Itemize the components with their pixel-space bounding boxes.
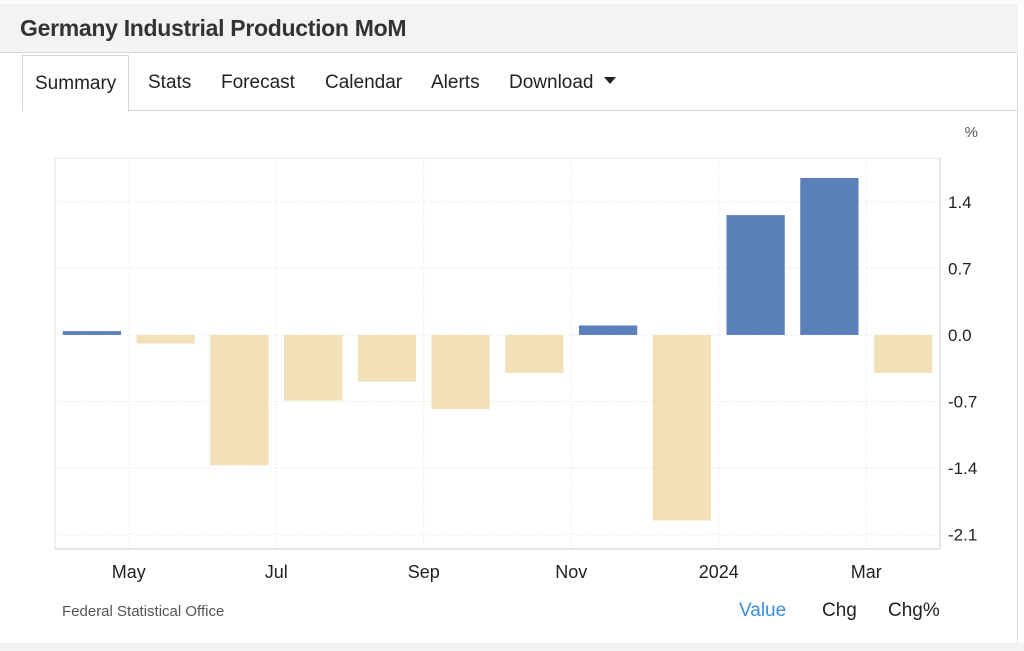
axis-layer	[54, 157, 941, 550]
page-title: Germany Industrial Production MoM	[20, 15, 407, 41]
chg-link[interactable]: Chg	[822, 600, 857, 621]
tab-calendar[interactable]: Calendar	[325, 55, 402, 111]
bar	[62, 331, 122, 335]
y-tick-labels: 1.4 0.7 0.0 -0.7 -1.4 -2.1	[948, 193, 977, 545]
tab-alerts[interactable]: Alerts	[431, 55, 480, 111]
x-tick-label: Mar	[851, 562, 882, 582]
tab-download[interactable]: Download	[509, 55, 616, 111]
y-tick-label: -2.1	[948, 526, 977, 545]
tab-forecast[interactable]: Forecast	[221, 55, 295, 111]
bar	[357, 334, 417, 382]
chevron-down-icon	[603, 77, 616, 85]
x-tick-label: Jul	[265, 562, 288, 582]
tab-download-label: Download	[509, 72, 594, 93]
x-tick-labels: May Jul Sep Nov 2024 Mar	[112, 562, 882, 582]
bars-layer	[62, 177, 933, 521]
tab-calendar-label: Calendar	[325, 72, 403, 93]
bar	[726, 215, 785, 335]
x-tick-label: May	[112, 562, 146, 582]
y-tick-label: -1.4	[948, 459, 977, 478]
tab-stats-label: Stats	[148, 72, 192, 93]
y-tick-label: 0.0	[948, 326, 972, 345]
bar	[283, 334, 343, 401]
x-tick-label: Nov	[555, 562, 587, 582]
bar	[505, 334, 564, 374]
source-label: Federal Statistical Office	[62, 603, 225, 620]
bar	[652, 334, 712, 521]
bar	[873, 334, 933, 374]
chart-area: % 1.4 0.7 0.0 -0.7 -1.4 -2.1 May Jul Sep Nov 2024…	[0, 112, 1018, 602]
tab-forecast-label: Forecast	[221, 72, 295, 93]
x-tick-label: 2024	[699, 562, 739, 582]
bar	[136, 334, 195, 344]
tab-bar: Summary Stats Forecast Calendar Alerts D…	[22, 55, 1018, 112]
tab-stats[interactable]: Stats	[148, 55, 191, 111]
tab-alerts-label: Alerts	[431, 72, 480, 93]
chg-percent-link[interactable]: Chg%	[888, 600, 940, 621]
right-border	[1017, 53, 1018, 643]
bar-chart: % 1.4 0.7 0.0 -0.7 -1.4 -2.1 May Jul Sep Nov 2024…	[54, 124, 978, 582]
bottom-strip	[0, 643, 1024, 651]
bar	[800, 177, 859, 335]
grid-layer	[55, 158, 940, 549]
tab-summary-label: Summary	[35, 73, 117, 94]
value-link[interactable]: Value	[739, 600, 787, 621]
y-tick-label: 0.7	[948, 259, 972, 278]
top-strip	[0, 0, 1024, 4]
bar	[578, 325, 638, 335]
bar	[431, 334, 490, 410]
x-tick-label: Sep	[408, 562, 440, 582]
bar	[210, 334, 269, 466]
tab-summary[interactable]: Summary	[22, 55, 130, 112]
page-header: Germany Industrial Production MoM	[0, 4, 1018, 53]
y-tick-label: -0.7	[948, 393, 977, 412]
y-tick-label: 1.4	[948, 193, 972, 212]
unit-label: %	[965, 124, 978, 141]
